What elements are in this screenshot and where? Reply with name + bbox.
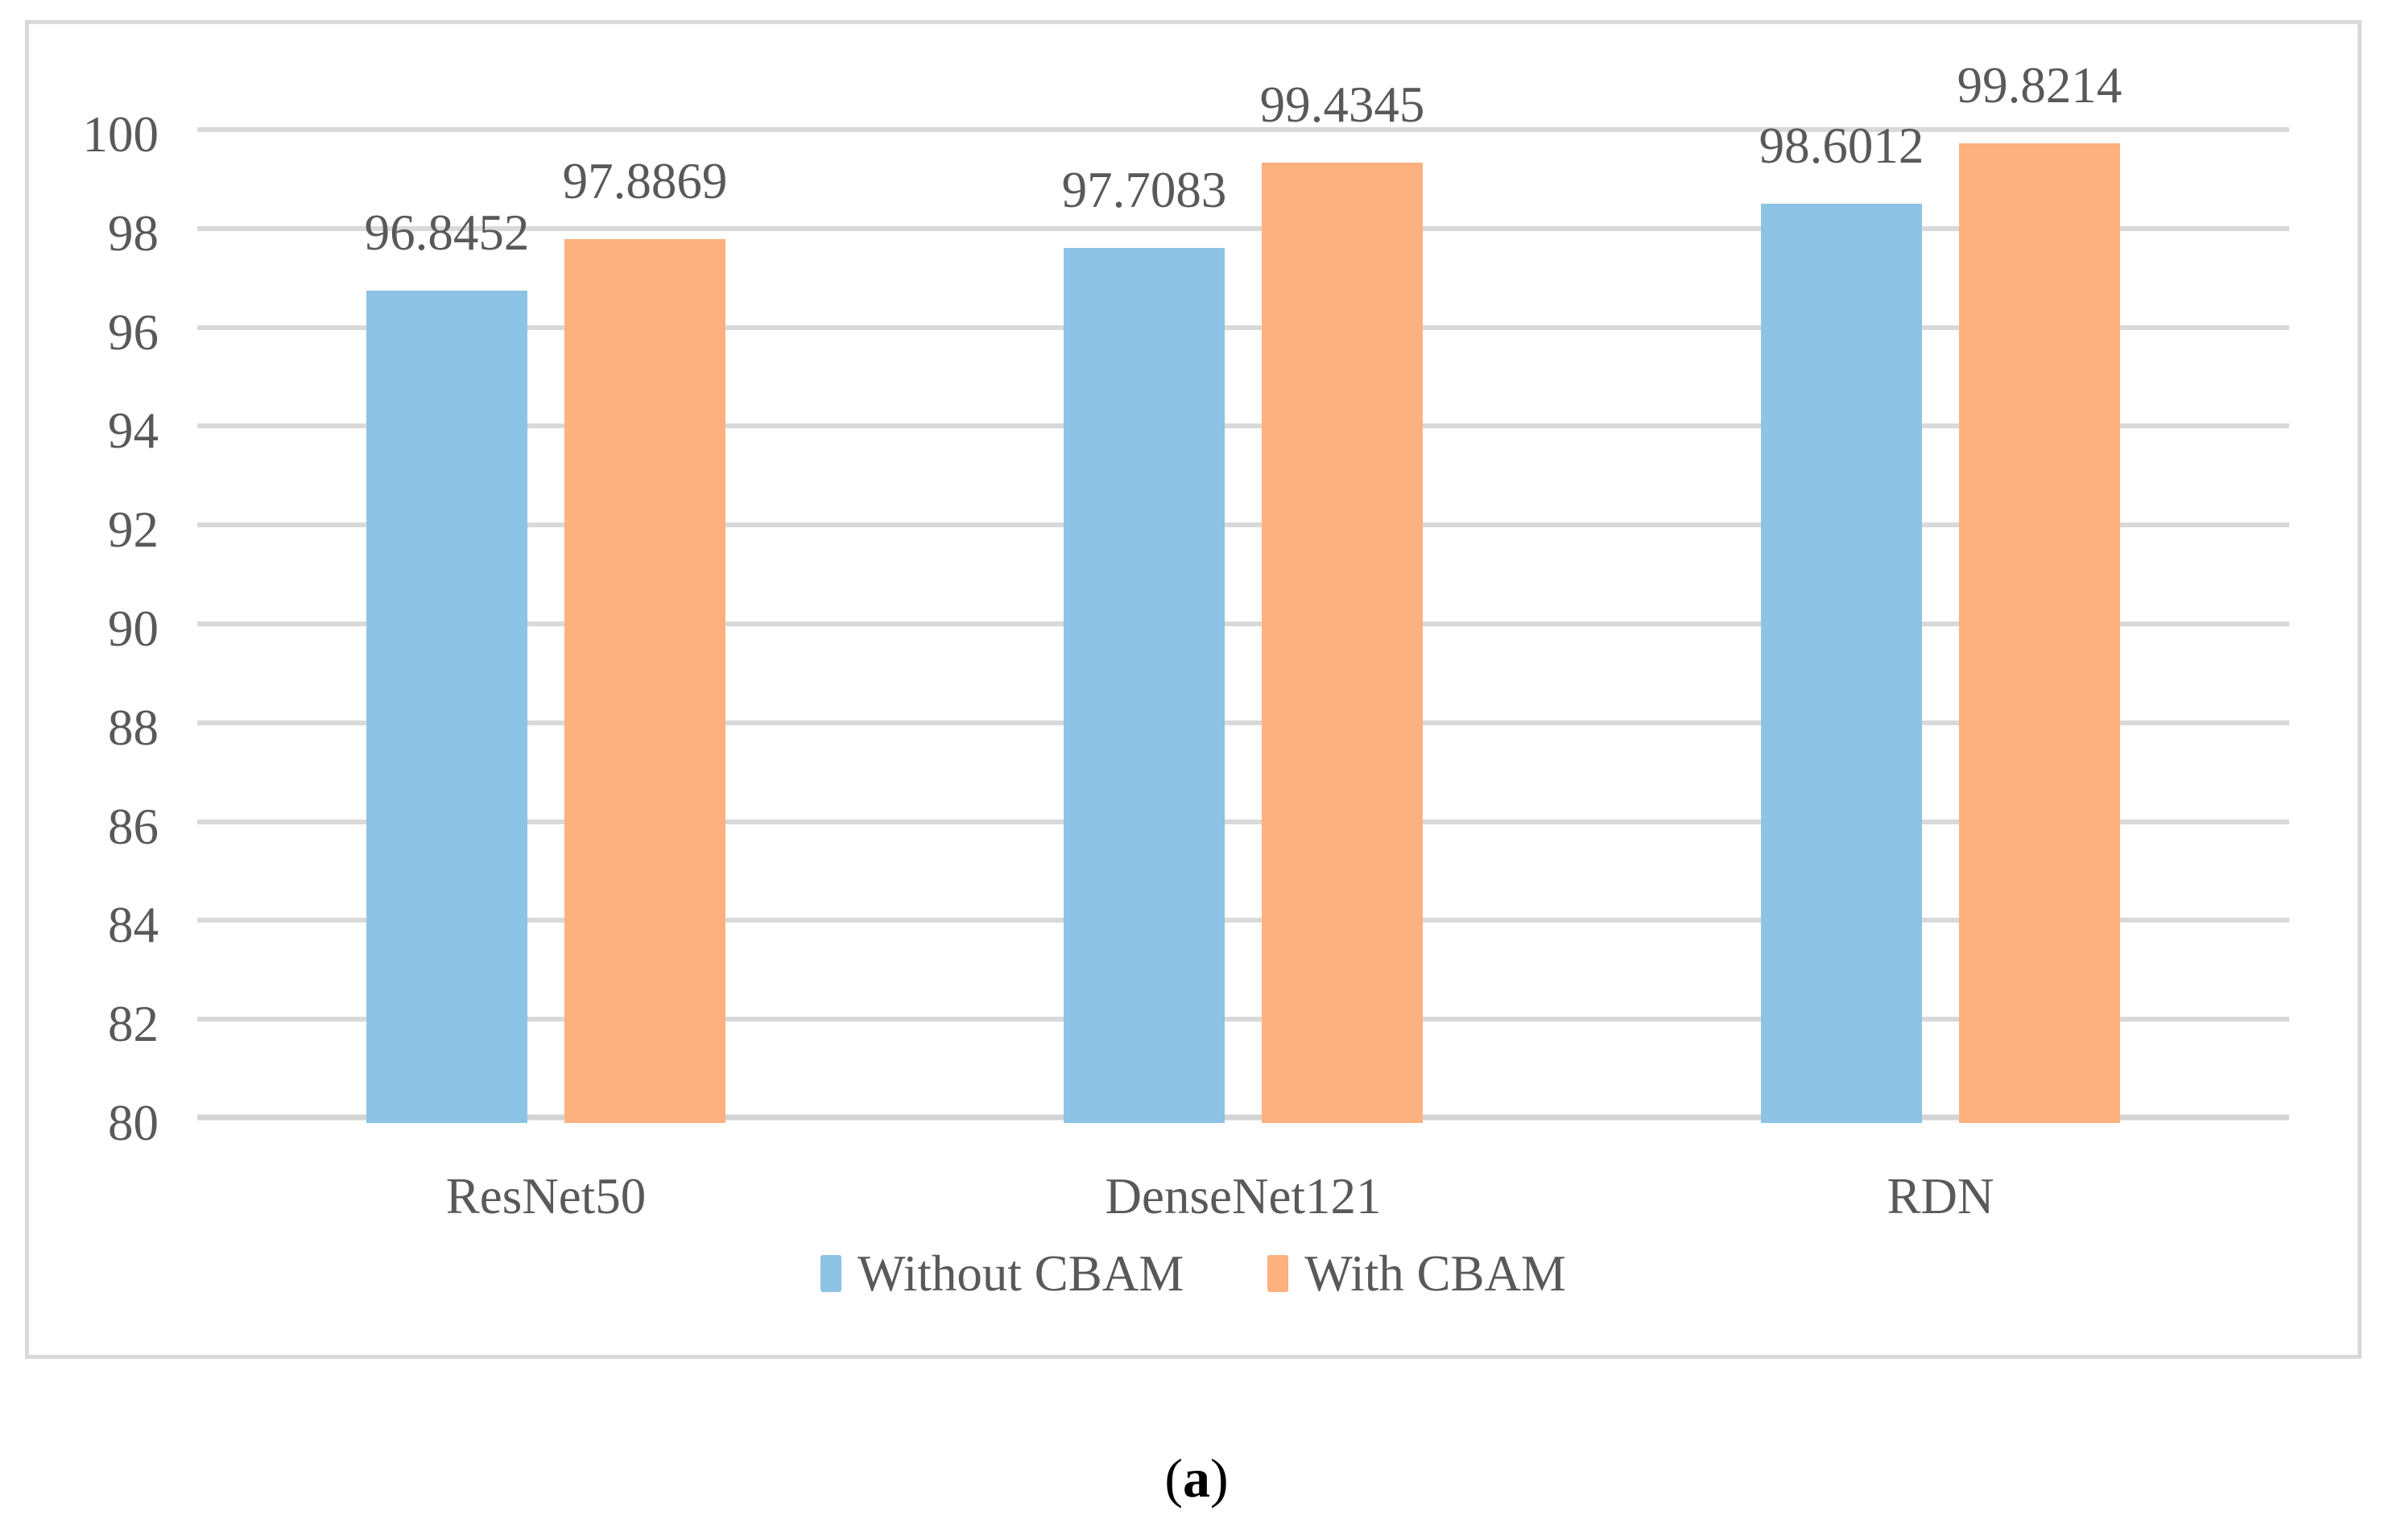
y-tick-label: 96 [108, 303, 159, 361]
y-tick-label: 86 [108, 798, 159, 855]
legend-label-with-cbam: With CBAM [1304, 1245, 1567, 1302]
gridline [197, 324, 2289, 330]
y-tick-label: 84 [108, 897, 159, 954]
data-label-resnet50-without-cbam: 96.8452 [364, 204, 530, 261]
data-label-rdn-without-cbam: 98.6012 [1759, 117, 1924, 174]
y-tick-label: 90 [108, 601, 159, 657]
gridline [197, 918, 2289, 923]
y-tick-label: 98 [108, 204, 159, 262]
gridline [197, 1017, 2289, 1022]
gridline [197, 621, 2289, 626]
bar-rdn-with-cbam [1959, 142, 2120, 1123]
legend-swatch-with-cbam-icon [1267, 1255, 1289, 1292]
y-tick-label: 88 [108, 699, 159, 756]
gridline [197, 127, 2289, 132]
data-label-densenet121-without-cbam: 97.7083 [1061, 161, 1227, 218]
y-tick-label: 80 [108, 1095, 159, 1151]
gridline [197, 522, 2289, 528]
y-tick-label: 82 [108, 996, 159, 1053]
caption-paren-open: ( [1164, 1447, 1183, 1509]
caption-paren-close: ) [1210, 1447, 1229, 1509]
data-label-rdn-with-cbam: 99.8214 [1957, 56, 2122, 114]
category-label-rdn: RDN [1887, 1168, 1994, 1224]
y-tick-label: 94 [108, 403, 159, 460]
gridline [197, 423, 2289, 429]
bar-resnet50-with-cbam [564, 238, 725, 1123]
legend-item-without-cbam: Without CBAM [820, 1243, 1184, 1304]
legend-item-with-cbam: With CBAM [1267, 1243, 1566, 1304]
gridline [197, 225, 2289, 231]
gridline [197, 819, 2289, 824]
legend-swatch-without-cbam-icon [820, 1255, 841, 1292]
figure-caption: (a) [0, 1446, 2393, 1510]
bar-rdn-without-cbam [1761, 203, 1922, 1123]
plot-area: 96.8452 97.8869 97.7083 99.4345 98.6012 99.82… [197, 57, 2289, 1123]
legend: Without CBAM With CBAM [29, 1243, 2358, 1304]
bar-densenet121-with-cbam [1262, 162, 1423, 1123]
category-label-resnet50: ResNet50 [445, 1168, 647, 1224]
y-tick-label: 92 [108, 502, 159, 559]
data-label-densenet121-with-cbam: 99.4345 [1259, 76, 1425, 133]
category-label-densenet121: DenseNet121 [1105, 1168, 1382, 1224]
bar-densenet121-without-cbam [1064, 247, 1225, 1123]
gridline [197, 720, 2289, 725]
x-axis-line [197, 1114, 2289, 1121]
y-tick-label: 100 [82, 106, 159, 163]
bar-resnet50-without-cbam [366, 290, 527, 1123]
data-label-resnet50-with-cbam: 97.8869 [562, 152, 728, 209]
chart-frame: 96.8452 97.8869 97.7083 99.4345 98.6012 99.82… [25, 20, 2362, 1359]
caption-letter: a [1183, 1447, 1210, 1509]
legend-label-without-cbam: Without CBAM [857, 1245, 1184, 1302]
